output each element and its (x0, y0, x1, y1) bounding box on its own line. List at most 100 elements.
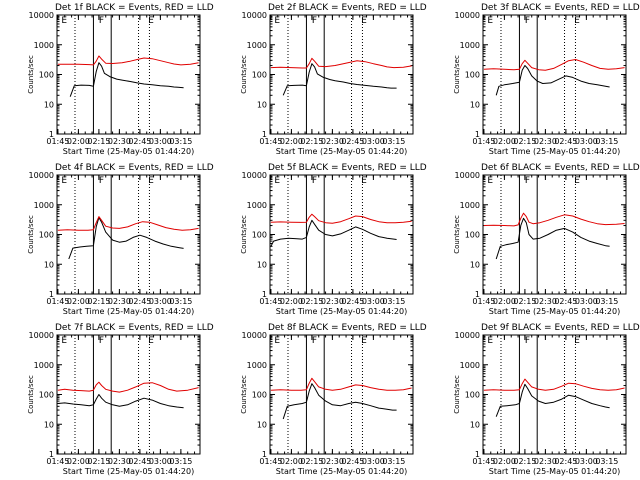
series-line-lld (483, 59, 625, 71)
x-tick-label: 02:30 (321, 137, 344, 146)
annotation-letter: E (361, 336, 367, 346)
y-tick-label: 1 (49, 130, 54, 139)
annotation-letter: E (487, 336, 493, 346)
x-tick-label: 02:30 (108, 297, 131, 306)
annotation-letter: F (312, 336, 317, 346)
annotation-letter: E (361, 16, 367, 26)
annotation-letter: F (525, 336, 530, 346)
y-axis-label: Counts/sec (453, 55, 461, 94)
x-tick-label: 02:15 (513, 457, 536, 466)
y-tick-label: 10000 (242, 171, 267, 180)
panel-det-3: Det 3f BLACK = Events, RED = LLD E F E 1 10 10… (453, 3, 640, 156)
plot-frame (56, 334, 201, 455)
x-tick-label: 01:45 (46, 137, 69, 146)
series-line-lld (483, 378, 625, 391)
y-axis-label: Counts/sec (240, 215, 248, 254)
annotation-letter: E (148, 336, 154, 346)
y-tick-label: 10000 (455, 11, 480, 20)
series-line-events (495, 383, 610, 417)
x-tick-label: 02:00 (493, 137, 516, 146)
plot-frame (269, 14, 414, 135)
annotation-letter: E (61, 16, 67, 26)
plot-frame (482, 174, 627, 295)
y-tick-label: 10000 (455, 331, 480, 340)
panel-det-9: Det 9f BLACK = Events, RED = LLD E F E 1 10 10… (453, 323, 640, 476)
series-line-lld (483, 212, 625, 227)
x-tick-label: 03:00 (149, 137, 172, 146)
series-line-events (69, 62, 184, 97)
panel-title: Det 3f BLACK = Events, RED = LLD (481, 3, 640, 13)
y-tick-label: 1 (475, 290, 480, 299)
x-tick-label: 02:15 (513, 297, 536, 306)
panel-det-1: Det 1f BLACK = Events, RED = LLD E F E 1 10 10… (27, 3, 214, 156)
x-tick-label: 02:45 (128, 137, 151, 146)
panel-det-2: Det 2f BLACK = Events, RED = LLD E F E 1 10 10… (240, 3, 427, 156)
x-tick-label: 01:45 (259, 457, 282, 466)
panel-title: Det 8f BLACK = Events, RED = LLD (268, 323, 427, 333)
x-tick-label: 01:45 (472, 137, 495, 146)
y-tick-label: 1000 (34, 41, 54, 50)
annotation-letter: F (525, 16, 530, 26)
x-axis-label: Start Time (25-May-05 01:44:20) (63, 307, 194, 316)
x-tick-label: 02:45 (341, 297, 364, 306)
plot-frame (56, 174, 201, 295)
x-tick-label: 03:00 (362, 457, 385, 466)
x-tick-label: 02:45 (341, 137, 364, 146)
annotation-letter: F (525, 176, 530, 186)
y-tick-label: 1000 (460, 201, 480, 210)
y-tick-label: 100 (252, 391, 267, 400)
x-tick-label: 02:00 (280, 457, 303, 466)
y-tick-label: 100 (39, 231, 54, 240)
y-tick-label: 10 (470, 260, 480, 269)
x-tick-label: 02:00 (67, 457, 90, 466)
x-tick-label: 02:30 (534, 457, 557, 466)
y-tick-label: 1 (49, 450, 54, 459)
y-tick-label: 100 (252, 71, 267, 80)
x-tick-label: 03:15 (169, 137, 192, 146)
y-tick-label: 10000 (242, 331, 267, 340)
y-tick-label: 100 (39, 391, 54, 400)
series-line-lld (270, 213, 412, 224)
x-tick-label: 01:45 (259, 297, 282, 306)
x-axis-label: Start Time (25-May-05 01:44:20) (276, 467, 407, 476)
x-tick-label: 03:00 (149, 297, 172, 306)
x-tick-label: 01:45 (46, 297, 69, 306)
x-tick-label: 03:15 (169, 457, 192, 466)
x-tick-label: 03:00 (362, 137, 385, 146)
y-tick-label: 1000 (247, 201, 267, 210)
series-line-events (68, 217, 184, 260)
y-tick-label: 1000 (247, 41, 267, 50)
y-tick-label: 10 (44, 260, 54, 269)
x-tick-label: 02:45 (341, 457, 364, 466)
x-tick-label: 03:15 (382, 297, 405, 306)
panel-title: Det 2f BLACK = Events, RED = LLD (268, 3, 427, 13)
annotation-letter: E (274, 176, 280, 186)
x-axis-label: Start Time (25-May-05 01:44:20) (63, 147, 194, 156)
x-tick-label: 02:00 (67, 137, 90, 146)
panel-det-6: Det 6f BLACK = Events, RED = LLD E F E 1 10 10… (453, 163, 640, 316)
series-line-lld (270, 377, 412, 391)
y-axis-label: Counts/sec (453, 215, 461, 254)
y-tick-label: 10000 (29, 331, 54, 340)
y-axis-label: Counts/sec (27, 375, 35, 414)
annotation-letter: F (99, 176, 104, 186)
plot-frame (56, 14, 201, 135)
y-tick-label: 100 (465, 391, 480, 400)
panel-title: Det 6f BLACK = Events, RED = LLD (481, 163, 640, 173)
plot-frame (482, 334, 627, 455)
y-axis-label: Counts/sec (453, 375, 461, 414)
x-tick-label: 02:30 (534, 297, 557, 306)
series-line-lld (57, 55, 199, 66)
series-line-events (270, 219, 397, 247)
x-tick-label: 03:00 (575, 297, 598, 306)
panel-det-7: Det 7f BLACK = Events, RED = LLD E F E 1 10 10… (27, 323, 214, 476)
y-tick-label: 10000 (29, 11, 54, 20)
panel-det-5: Det 5f BLACK = Events, RED = LLD E F E 1 10 10… (240, 163, 427, 316)
x-tick-label: 03:15 (595, 297, 618, 306)
y-tick-label: 100 (252, 231, 267, 240)
annotation-letter: E (487, 176, 493, 186)
panel-title: Det 1f BLACK = Events, RED = LLD (55, 3, 214, 13)
annotation-letter: F (312, 176, 317, 186)
annotation-letter: F (99, 336, 104, 346)
